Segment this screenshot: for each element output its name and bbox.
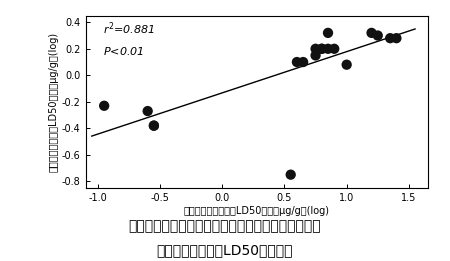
Point xyxy=(343,63,350,67)
Point xyxy=(374,33,381,38)
Point xyxy=(368,31,375,35)
Y-axis label: チアメトキサムのLD50値　（μg/g）(log): チアメトキサムのLD50値 （μg/g）(log) xyxy=(49,32,59,172)
Point xyxy=(312,47,319,51)
Point xyxy=(300,60,307,64)
Point xyxy=(100,104,108,108)
X-axis label: イミダクロプリドのLD50値　（μg/g）(log): イミダクロプリドのLD50値 （μg/g）(log) xyxy=(184,206,329,216)
Point xyxy=(318,47,325,51)
Text: 図３．トビイロウンカにおけるイミダクロプリドと: 図３．トビイロウンカにおけるイミダクロプリドと xyxy=(129,219,321,233)
Point xyxy=(324,31,332,35)
Point xyxy=(150,123,158,128)
Text: $r^2$=0.881: $r^2$=0.881 xyxy=(103,21,154,37)
Point xyxy=(287,173,294,177)
Point xyxy=(331,47,338,51)
Point xyxy=(324,47,332,51)
Point xyxy=(318,47,325,51)
Point xyxy=(144,109,151,113)
Point xyxy=(150,123,158,128)
Point xyxy=(393,36,400,40)
Point xyxy=(293,60,301,64)
Text: チアメトキサムのLD50値の関係: チアメトキサムのLD50値の関係 xyxy=(157,244,293,258)
Text: $P$<0.01: $P$<0.01 xyxy=(103,45,144,57)
Point xyxy=(312,53,319,57)
Point xyxy=(387,36,394,40)
